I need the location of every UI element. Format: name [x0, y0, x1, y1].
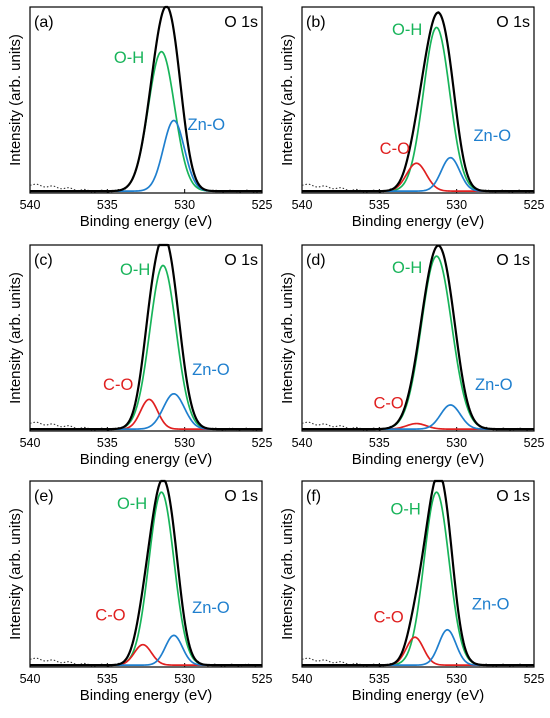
raw-data-line [29, 6, 263, 193]
y-axis-label: Intensity (arb. units) [7, 34, 24, 166]
x-tick-label: 540 [20, 672, 41, 686]
envelope-line [302, 479, 534, 667]
plot-frame [29, 244, 263, 432]
series-line-o-h [30, 264, 262, 430]
envelope-line [30, 243, 262, 431]
panel-title: O 1s [224, 252, 258, 269]
panel-letter: (e) [34, 488, 54, 505]
peak-label-o-h: O-H [392, 21, 422, 39]
series-line-zn-o [30, 119, 262, 192]
panel-title: O 1s [224, 14, 258, 31]
peak-label-o-h: O-H [120, 261, 150, 279]
y-axis-label: Intensity (arb. units) [279, 34, 296, 166]
x-tick-label: 540 [20, 436, 41, 450]
series-line-zn-o [30, 392, 262, 430]
x-tick-label: 540 [20, 198, 41, 212]
x-tick-label: 530 [174, 672, 195, 686]
x-tick-label: 540 [292, 672, 313, 686]
x-tick-label: 535 [97, 198, 118, 212]
panel-e: 540 535 530 525 Binding energy (eV) Intensity… [7, 479, 273, 704]
x-axis-label: Binding energy (eV) [352, 687, 485, 704]
plot-frame [29, 480, 263, 668]
y-axis-label: Intensity (arb. units) [7, 272, 24, 404]
peak-label-zn-o: Zn-O [472, 595, 510, 613]
y-axis-label: Intensity (arb. units) [7, 508, 24, 640]
peak-label-c-o: C-O [103, 376, 133, 394]
peak-label-o-h: O-H [392, 259, 422, 277]
x-axis-label: Binding energy (eV) [80, 687, 213, 704]
envelope-line [30, 479, 262, 667]
series-line-zn-o [30, 634, 262, 666]
x-axis-label: Binding energy (eV) [80, 213, 213, 230]
panel-title: O 1s [496, 14, 530, 31]
x-tick-label: 540 [292, 436, 313, 450]
panel-title: O 1s [224, 488, 258, 505]
series-line-zn-o [302, 404, 534, 430]
peak-label-zn-o: Zn-O [192, 599, 230, 617]
panel-letter: (a) [34, 14, 54, 31]
peak-label-c-o: C-O [373, 395, 403, 413]
panel-title: O 1s [496, 488, 530, 505]
x-tick-label: 535 [369, 198, 390, 212]
panel-b: 540 535 530 525 Binding energy (eV) Intensity… [279, 6, 545, 230]
x-tick-label: 540 [292, 198, 313, 212]
series-line-c-o [30, 398, 262, 430]
panel-c: 540 535 530 525 Binding energy (eV) Intensity… [7, 243, 273, 468]
x-axis-label: Binding energy (eV) [352, 213, 485, 230]
panel-letter: (b) [306, 14, 326, 31]
peak-label-o-h: O-H [114, 49, 144, 67]
peak-label-zn-o: Zn-O [473, 127, 511, 145]
series-line-c-o [302, 162, 534, 192]
x-tick-label: 530 [174, 198, 195, 212]
plot-frame [29, 6, 263, 194]
raw-data-line [301, 244, 535, 431]
series-line-c-o [302, 636, 534, 666]
peak-label-zn-o: Zn-O [192, 361, 230, 379]
plot-frame [301, 244, 535, 432]
y-axis-label: Intensity (arb. units) [279, 272, 296, 404]
x-tick-label: 530 [446, 198, 467, 212]
raw-data-line [301, 480, 535, 667]
raw-data-line [29, 244, 263, 431]
panel-title: O 1s [496, 252, 530, 269]
series-line-zn-o [302, 628, 534, 666]
x-tick-label: 530 [174, 436, 195, 450]
x-tick-label: 535 [369, 672, 390, 686]
peak-label-c-o: C-O [373, 608, 403, 626]
peak-label-zn-o: Zn-O [188, 116, 226, 134]
x-axis-label: Binding energy (eV) [80, 451, 213, 468]
panel-a: 540 535 530 525 Binding energy (eV) Intensity… [7, 5, 273, 230]
x-tick-label: 525 [524, 436, 545, 450]
x-tick-label: 535 [369, 436, 390, 450]
panel-f: 540 535 530 525 Binding energy (eV) Intensity… [279, 479, 545, 704]
x-tick-label: 525 [524, 672, 545, 686]
x-tick-label: 525 [252, 672, 273, 686]
panel-letter: (f) [306, 488, 321, 505]
x-tick-label: 530 [446, 672, 467, 686]
envelope-line [302, 244, 534, 431]
x-tick-label: 525 [524, 198, 545, 212]
plot-frame [301, 480, 535, 668]
x-tick-label: 525 [252, 436, 273, 450]
peak-label-c-o: C-O [95, 607, 125, 625]
panel-d: 540 535 530 525 Binding energy (eV) Intensity… [279, 244, 545, 468]
panel-letter: (d) [306, 252, 326, 269]
panel-letter: (c) [34, 252, 53, 269]
series-line-o-h [30, 491, 262, 666]
x-tick-label: 525 [252, 198, 273, 212]
peak-label-o-h: O-H [391, 500, 421, 518]
plot-frame [301, 6, 535, 194]
envelope-line [30, 5, 262, 193]
peak-label-o-h: O-H [117, 495, 147, 513]
x-tick-label: 535 [97, 436, 118, 450]
x-tick-label: 530 [446, 436, 467, 450]
peak-label-zn-o: Zn-O [475, 376, 513, 394]
x-axis-label: Binding energy (eV) [352, 451, 485, 468]
envelope-line [302, 11, 534, 193]
y-axis-label: Intensity (arb. units) [279, 508, 296, 640]
x-tick-label: 535 [97, 672, 118, 686]
peak-label-c-o: C-O [380, 140, 410, 158]
